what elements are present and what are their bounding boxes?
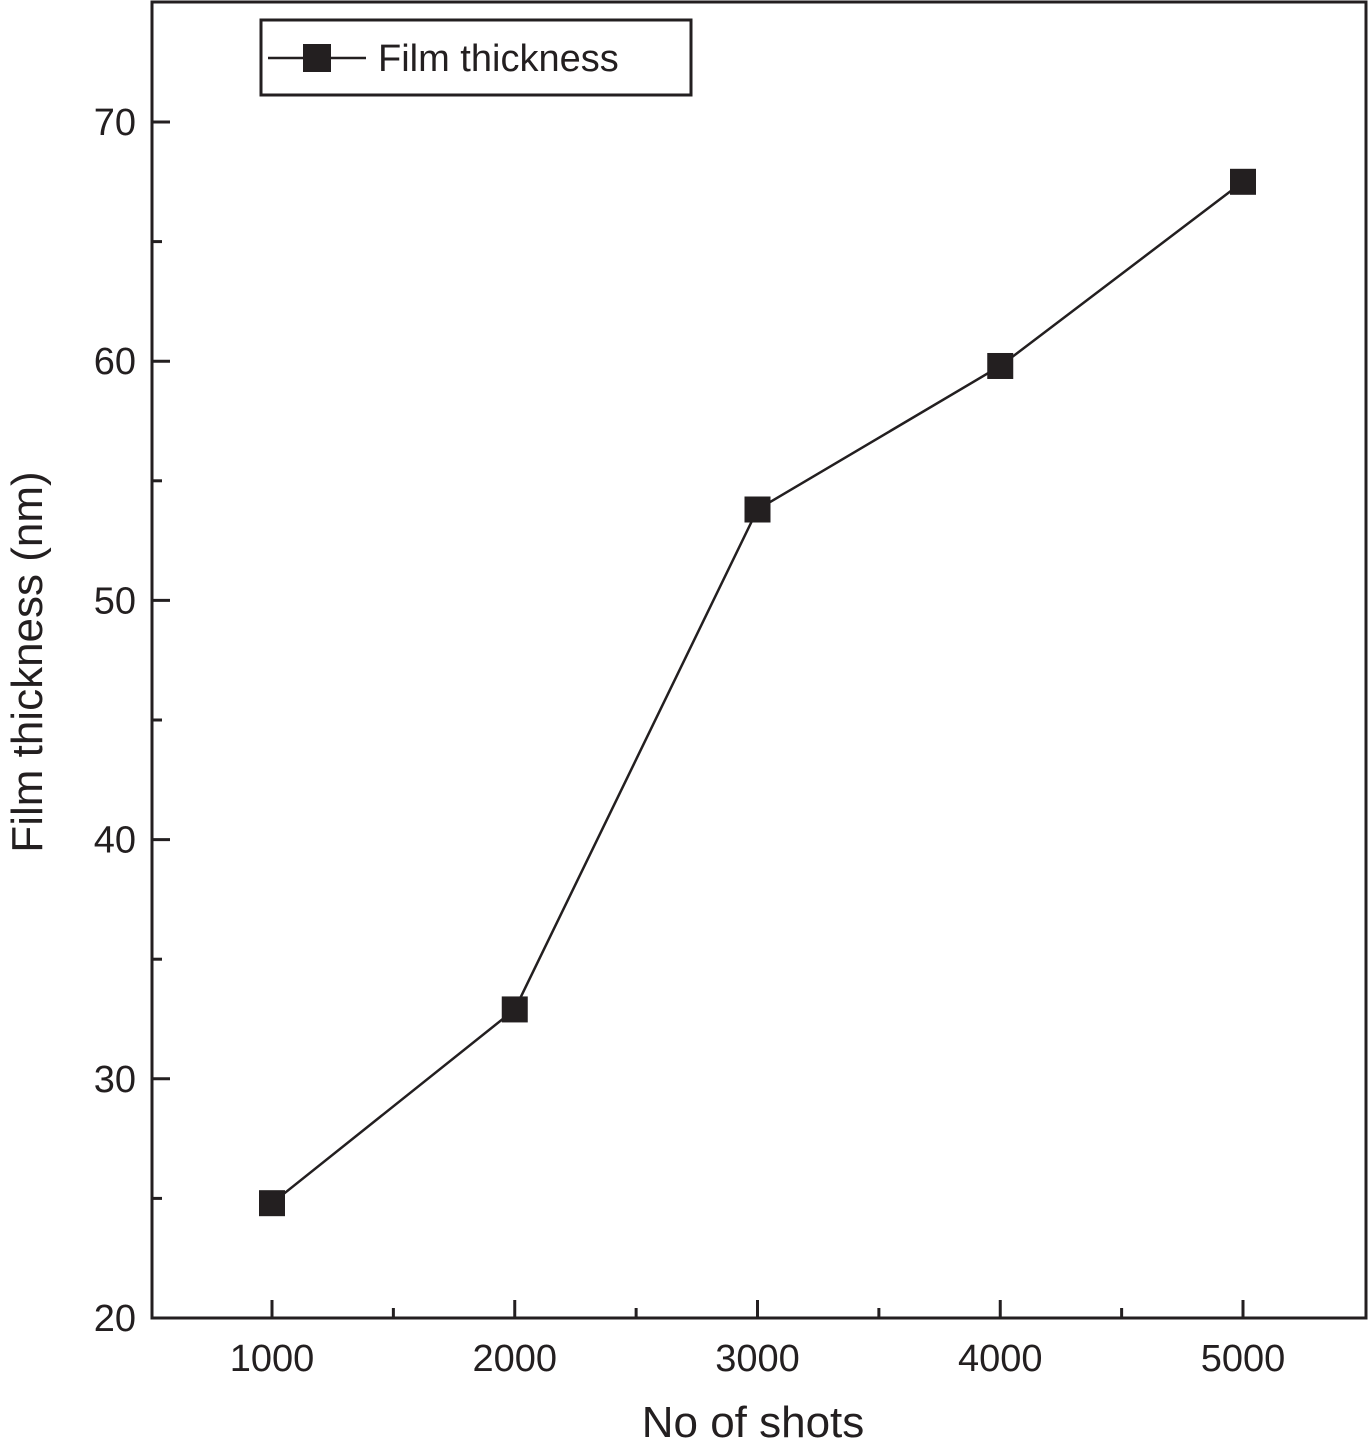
- series-line: [271, 180, 1244, 1205]
- y-axis-title: Film thickness (nm): [3, 471, 52, 852]
- plot-frame: [150, 0, 1368, 1320]
- x-tick-label: 2000: [472, 1338, 557, 1380]
- x-tick-label: 5000: [1201, 1338, 1286, 1380]
- y-tick-label: 70: [94, 102, 136, 144]
- x-tick-label: 3000: [715, 1338, 800, 1380]
- data-point-marker: [1230, 168, 1256, 195]
- legend: Film thickness: [259, 18, 693, 97]
- data-point-marker: [744, 496, 771, 523]
- y-tick-label: 20: [94, 1298, 136, 1340]
- y-tick-label: 50: [94, 580, 136, 622]
- legend-marker-square: [303, 44, 331, 72]
- y-axis-ticks: 20 30 40 50 60 70: [94, 102, 170, 1340]
- x-tick-label: 4000: [958, 1338, 1043, 1380]
- y-tick-label: 30: [94, 1059, 136, 1101]
- y-tick-label: 40: [94, 820, 136, 862]
- legend-label: Film thickness: [378, 38, 619, 80]
- x-axis-title: No of shots: [642, 1398, 865, 1447]
- data-point-marker: [259, 1190, 285, 1217]
- y-tick-label: 60: [94, 341, 136, 383]
- data-point-marker: [987, 352, 1014, 379]
- series-layer: [259, 168, 1256, 1217]
- x-tick-label: 1000: [230, 1338, 315, 1380]
- data-point-marker: [501, 996, 528, 1023]
- x-axis-ticks: 1000 2000 3000 4000 5000: [230, 1300, 1286, 1380]
